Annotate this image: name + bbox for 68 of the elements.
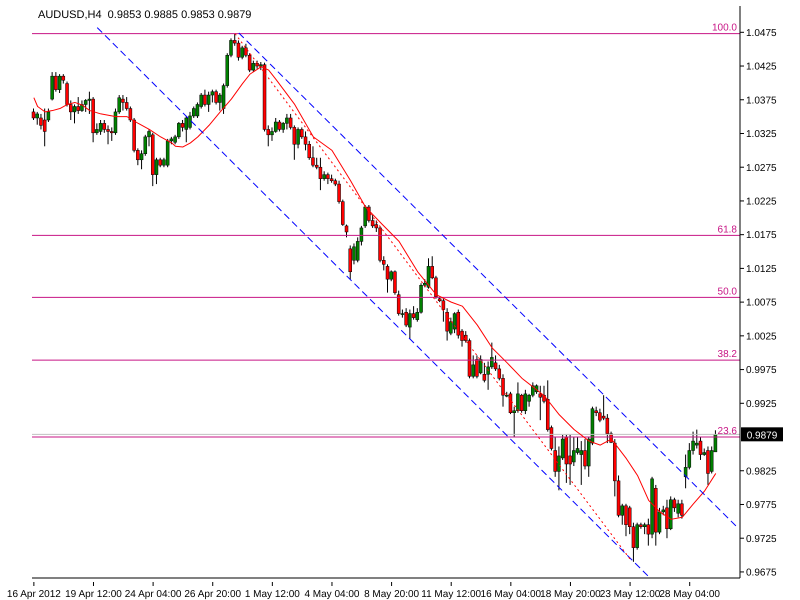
candlestick [58,74,62,94]
candlestick [475,354,479,379]
candlestick [348,244,352,280]
y-tick-label: 1.0325 [746,129,778,140]
y-tick-label: 1.0075 [746,298,778,309]
annotation: 61.8 [718,224,738,236]
candlestick [121,94,125,112]
y-tick-label: 1.0125 [746,264,778,275]
candlestick [296,126,300,149]
candlestick [408,309,412,340]
candlestick [206,91,210,112]
y-tick-label: 1.0025 [746,331,778,342]
candlestick [642,522,646,535]
x-tick-label: 16 May 04:00 [480,589,542,600]
x-tick-label: 19 Apr 12:00 [65,589,122,600]
y-tick-label: 1.0275 [746,162,778,174]
candlestick [676,499,680,518]
ref-line-label: 0.9879 [746,430,778,442]
x-tick-label: 4 May 04:00 [304,589,360,600]
y-tick-label: 0.9925 [746,398,778,410]
y-tick-label: 0.9725 [746,534,778,545]
y-tick-label: 0.9775 [746,500,778,512]
candlestick [426,258,430,290]
x-tick-label: 1 May 12:00 [244,589,300,600]
annotation: 23.6 [718,426,738,438]
x-tick-label: 18 May 20:00 [540,589,602,600]
x-tick-label: 11 May 12:00 [421,589,482,600]
candlestick [50,72,54,101]
x-tick-label: 23 May 12:00 [600,589,661,600]
annotation: 38.2 [718,349,738,360]
candlestick [203,89,207,108]
candlestick [76,96,80,114]
x-tick-label: 24 Apr 04:00 [124,589,182,600]
candlestick [35,111,39,126]
candlestick [580,440,584,486]
candlestick [285,113,289,130]
x-tick-label: 16 Apr 2012 [6,589,62,600]
candlestick [520,393,524,414]
candlestick [452,312,456,334]
candlestick [322,170,326,182]
candlestick [538,385,542,421]
candlestick [568,434,572,486]
y-tick-label: 1.0475 [746,28,778,39]
x-tick-label: 26 Apr 20:00 [184,589,242,600]
candlestick [326,172,330,185]
x-tick-label: 8 May 20:00 [364,589,420,600]
annotation: 100.0 [712,22,738,34]
candlestick [42,108,46,147]
candlestick [318,157,322,191]
candlestick [32,108,36,120]
chart-title: AUDUSD,H4 0.9853 0.9885 0.9853 0.9879 [36,9,254,21]
candlestick [278,119,282,132]
x-tick-label: 28 May 04:00 [659,589,720,600]
y-tick-label: 0.9675 [746,567,778,578]
candlestick [98,119,102,136]
candlestick [80,100,84,112]
y-tick-label: 0.9975 [746,365,778,376]
candlestick [240,45,244,60]
y-tick-label: 1.0225 [746,196,778,208]
y-tick-label: 1.0375 [746,95,778,106]
candlestick [184,115,188,143]
y-tick-label: 0.9825 [746,466,778,478]
candlestick [624,503,628,537]
candlestick [524,389,528,415]
annotation: 50.0 [718,286,738,298]
y-tick-label: 1.0425 [746,62,778,73]
y-tick-label: 1.0175 [746,230,778,242]
candlestick [706,446,710,486]
